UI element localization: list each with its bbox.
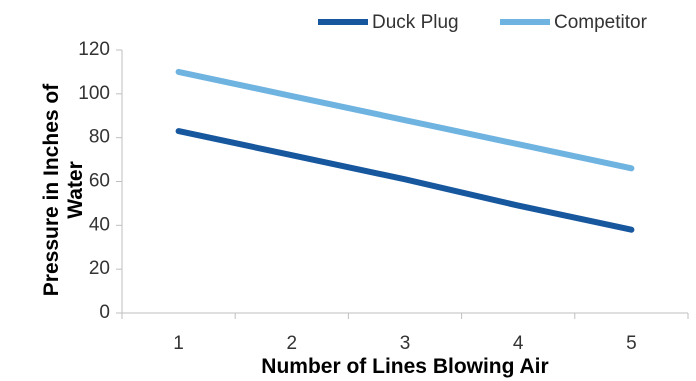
y-axis-ticks: 0 20 40 60 80 100 120 — [78, 39, 122, 323]
x-axis-ticks: 1 2 3 4 5 — [121, 313, 689, 354]
x-tick-label: 4 — [513, 333, 524, 354]
y-tick-label: 120 — [78, 39, 110, 60]
series-line-duck-plug — [175, 128, 635, 233]
x-tick-label: 5 — [626, 333, 637, 354]
x-tick-label: 2 — [287, 333, 298, 354]
series-lines — [175, 68, 635, 233]
y-tick-label: 80 — [89, 127, 110, 148]
x-tick-label: 3 — [400, 333, 411, 354]
series-line-competitor — [175, 68, 635, 172]
x-tick-label: 1 — [173, 333, 184, 354]
legend-label: Competitor — [554, 12, 648, 33]
y-tick-label: 40 — [89, 214, 110, 235]
legend-label: Duck Plug — [372, 12, 459, 33]
y-axis-title: Pressure in Inches ofWater — [40, 83, 87, 296]
y-tick-label: 60 — [89, 171, 110, 192]
legend: Duck Plug Competitor — [318, 12, 648, 33]
x-axis-title: Number of Lines Blowing Air — [261, 355, 548, 378]
y-tick-label: 100 — [78, 83, 110, 104]
y-tick-label: 0 — [99, 302, 110, 323]
y-tick-label: 20 — [89, 258, 110, 279]
